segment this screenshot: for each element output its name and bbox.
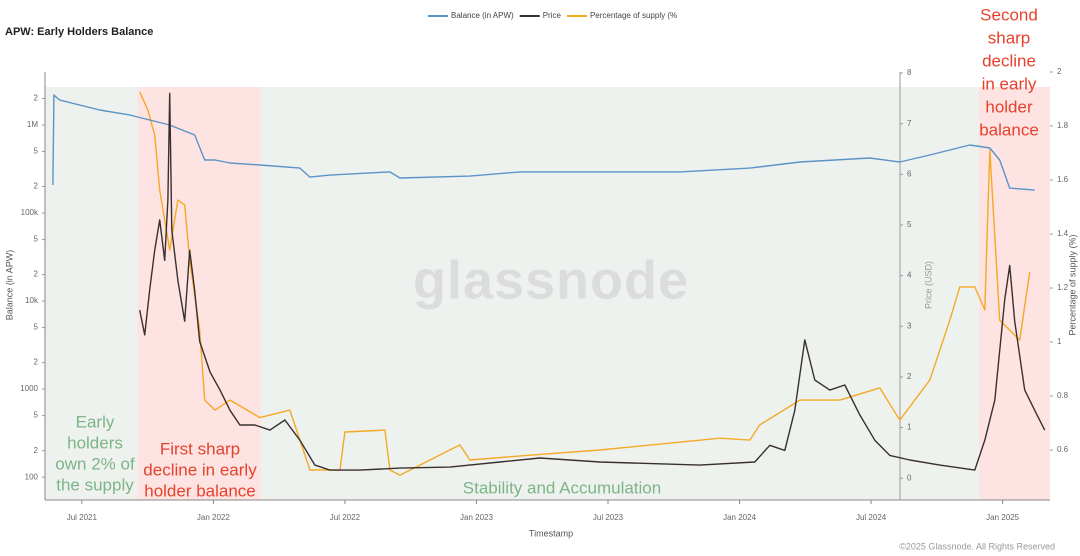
y-tick-label: 1000 xyxy=(20,384,38,393)
y-tick-label: 2 xyxy=(34,358,39,367)
x-axis-label: Timestamp xyxy=(529,528,573,538)
y3-axis-label: Percentage of supply (%) xyxy=(1067,234,1077,335)
y2-axis-label: Price (USD) xyxy=(923,261,933,309)
y-tick-label: 5 xyxy=(34,147,39,156)
x-tick-label: Jan 2025 xyxy=(986,513,1019,522)
y-tick-label: 5 xyxy=(34,411,39,420)
annotation: Stability and Accumulation xyxy=(463,478,661,497)
y2-tick-label: 2 xyxy=(907,372,912,381)
y-tick-label: 100k xyxy=(21,208,39,217)
legend-label: Balance (in APW) xyxy=(451,11,514,20)
y-tick-label: 2 xyxy=(34,182,39,191)
region xyxy=(137,87,261,500)
y3-tick-label: 1.8 xyxy=(1057,121,1069,130)
y3-tick-label: 1.4 xyxy=(1057,229,1069,238)
annotation: holder xyxy=(985,97,1033,116)
y2-tick-label: 3 xyxy=(907,321,912,330)
y-tick-label: 2 xyxy=(34,446,39,455)
y-tick-label: 10k xyxy=(25,296,39,305)
y2-tick-label: 7 xyxy=(907,119,912,128)
y2-tick-label: 1 xyxy=(907,423,912,432)
y-tick-label: 5 xyxy=(34,323,39,332)
x-tick-label: Jul 2022 xyxy=(330,513,361,522)
x-tick-label: Jul 2023 xyxy=(593,513,624,522)
legend-label: Percentage of supply (% xyxy=(590,11,677,20)
region xyxy=(978,87,1050,500)
series-line xyxy=(139,91,1031,476)
y-axis-label: Balance (in APW) xyxy=(4,250,14,321)
y3-tick-label: 0.6 xyxy=(1057,445,1069,454)
x-tick-label: Jan 2023 xyxy=(460,513,493,522)
annotation: decline xyxy=(982,51,1036,70)
series-line xyxy=(139,92,1046,471)
y2-tick-label: 4 xyxy=(907,271,912,280)
series-line xyxy=(52,94,1035,191)
watermark: glassnode xyxy=(413,250,689,310)
y2-tick-label: 5 xyxy=(907,220,912,229)
y3-tick-label: 1 xyxy=(1057,337,1062,346)
y-tick-label: 2 xyxy=(34,94,39,103)
regions xyxy=(45,87,1050,500)
chart-title: APW: Early Holders Balance xyxy=(5,26,153,38)
y-tick-label: 2 xyxy=(34,270,39,279)
y2-tick-label: 0 xyxy=(907,473,912,482)
y3-tick-label: 0.8 xyxy=(1057,391,1069,400)
y2-tick-label: 6 xyxy=(907,169,912,178)
annotation: in early xyxy=(982,74,1037,93)
annotation: holder balance xyxy=(144,481,256,500)
annotation: sharp xyxy=(988,28,1031,47)
y3-tick-label: 1.2 xyxy=(1057,283,1069,292)
annotation: holders xyxy=(67,433,123,452)
x-tick-label: Jan 2022 xyxy=(197,513,230,522)
annotation: balance xyxy=(979,120,1039,139)
y-tick-label: 100 xyxy=(25,472,39,481)
annotation: Second xyxy=(980,5,1038,24)
x-tick-label: Jan 2024 xyxy=(723,513,756,522)
y-tick-label: 1M xyxy=(27,120,38,129)
annotation: decline in early xyxy=(143,460,257,479)
annotation: Early xyxy=(76,412,115,431)
footer: ©2025 Glassnode. All Rights Reserved xyxy=(899,541,1055,551)
y-tick-label: 5 xyxy=(34,235,39,244)
annotation: First sharp xyxy=(160,439,240,458)
x-tick-label: Jul 2021 xyxy=(67,513,98,522)
annotation: the supply xyxy=(56,475,134,494)
annotation: own 2% of xyxy=(55,454,135,473)
y2-tick-label: 8 xyxy=(907,68,912,77)
y3-tick-label: 2 xyxy=(1057,67,1062,76)
y3-tick-label: 1.6 xyxy=(1057,175,1069,184)
legend-label: Price xyxy=(543,11,562,20)
x-tick-label: Jul 2024 xyxy=(856,513,887,522)
